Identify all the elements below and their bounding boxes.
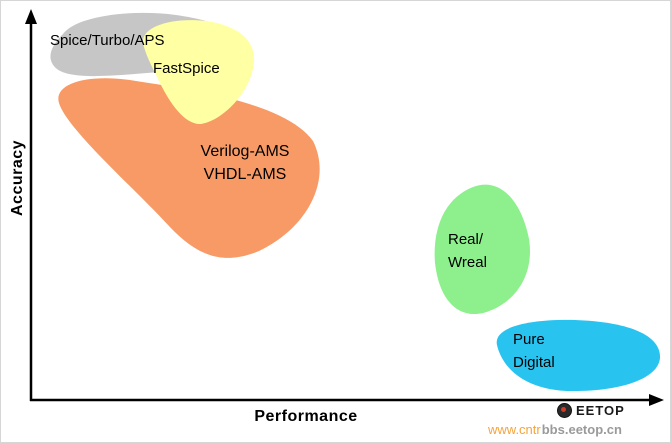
site-url-text: bbs.eetop.cn	[541, 422, 622, 437]
eetop-brand-text: EETOP	[576, 403, 625, 418]
verilog-ams-region-label: Verilog-AMS VHDL-AMS	[200, 143, 290, 184]
pure-digital-region	[496, 319, 661, 392]
footer-sites: www.cntrbbs.eetop.cn	[488, 422, 622, 437]
spice-region-label: Spice/Turbo/APS	[50, 32, 165, 49]
eetop-brand: EETOP	[557, 403, 625, 418]
watermark-text: www.cntr	[488, 422, 541, 437]
fastspice-region-label: FastSpice	[153, 60, 220, 77]
eetop-logo-icon	[557, 403, 572, 418]
y-axis-label: Accuracy	[9, 139, 26, 216]
x-axis-arrow-icon	[649, 394, 664, 406]
verilog-ams-region	[58, 78, 320, 258]
fastspice-region	[142, 20, 255, 125]
real-wreal-region-label: Real/ Wreal	[448, 231, 487, 271]
pure-digital-region-label: Pure Digital	[513, 331, 555, 371]
real-wreal-region	[434, 184, 530, 315]
y-axis-arrow-icon	[25, 9, 37, 24]
x-axis-label: Performance	[254, 408, 358, 425]
